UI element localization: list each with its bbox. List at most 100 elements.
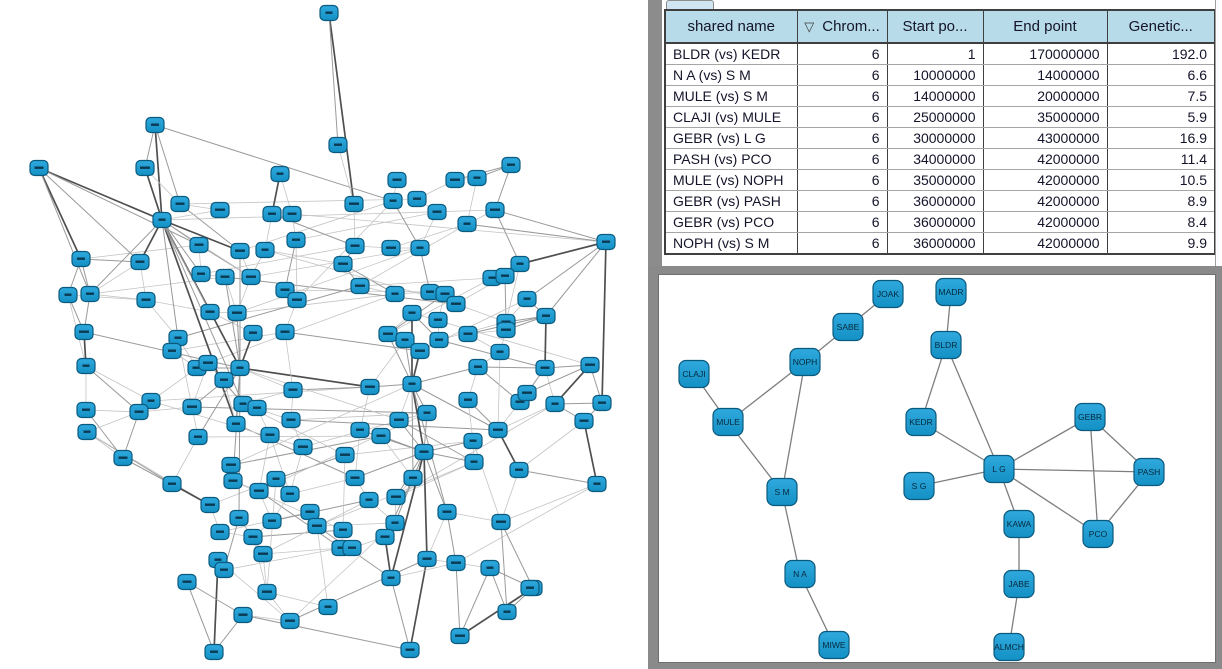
network-edge[interactable] bbox=[191, 406, 428, 414]
table-cell-genetic[interactable]: 6.6 bbox=[1106, 64, 1215, 86]
network-edge[interactable] bbox=[224, 276, 241, 369]
network-edge[interactable] bbox=[390, 577, 411, 651]
network-edge[interactable] bbox=[252, 536, 268, 593]
table-cell-chrom[interactable]: 6 bbox=[796, 64, 887, 86]
table-cell-name[interactable]: MULE (vs) NOPH bbox=[665, 169, 797, 191]
table-cell-start[interactable]: 35000000 bbox=[886, 169, 983, 191]
network-edge[interactable] bbox=[494, 209, 607, 243]
network-edge[interactable] bbox=[781, 361, 806, 493]
table-cell-name[interactable]: GEBR (vs) PCO bbox=[665, 211, 797, 233]
network-edge[interactable] bbox=[494, 209, 521, 265]
network-edge[interactable] bbox=[161, 219, 237, 425]
column-header-start-position[interactable]: Start po... bbox=[886, 10, 983, 44]
network-edge[interactable] bbox=[500, 469, 520, 523]
network-edge[interactable] bbox=[526, 364, 591, 394]
node-ALMCH[interactable] bbox=[993, 632, 1025, 662]
table-cell-name[interactable]: GEBR (vs) PASH bbox=[665, 190, 797, 212]
node-PCO[interactable] bbox=[1082, 519, 1114, 549]
table-cell-end[interactable]: 14000000 bbox=[982, 64, 1107, 86]
network-edge[interactable] bbox=[466, 223, 607, 243]
network-edge[interactable] bbox=[186, 581, 215, 653]
table-cell-end[interactable]: 42000000 bbox=[982, 211, 1107, 233]
network-edge[interactable] bbox=[354, 451, 425, 479]
table-cell-name[interactable]: PASH (vs) PCO bbox=[665, 148, 797, 170]
network-edge[interactable] bbox=[387, 277, 493, 335]
table-cell-name[interactable]: N A (vs) S M bbox=[665, 64, 797, 86]
network-edge[interactable] bbox=[38, 167, 200, 246]
table-row[interactable]: BLDR (vs) KEDR 6 1 170000000 192.0 bbox=[665, 43, 1215, 65]
node-PASH[interactable] bbox=[1133, 457, 1165, 487]
network-edge[interactable] bbox=[38, 167, 141, 263]
network-edge[interactable] bbox=[387, 333, 413, 385]
network-edge[interactable] bbox=[236, 247, 421, 314]
table-cell-end[interactable]: 42000000 bbox=[982, 148, 1107, 170]
node-MULE[interactable] bbox=[712, 407, 744, 437]
network-view-main[interactable] bbox=[0, 0, 650, 669]
table-cell-end[interactable]: 42000000 bbox=[982, 232, 1107, 254]
network-edge[interactable] bbox=[239, 367, 400, 421]
column-header-end-point[interactable]: End point bbox=[982, 10, 1107, 44]
table-row[interactable]: MULE (vs) S M 6 14000000 20000000 7.5 bbox=[665, 85, 1215, 107]
table-row[interactable]: MULE (vs) NOPH 6 35000000 42000000 10.5 bbox=[665, 169, 1215, 191]
network-edge[interactable] bbox=[337, 144, 355, 205]
network-edge[interactable] bbox=[295, 239, 298, 301]
network-edge[interactable] bbox=[545, 241, 607, 317]
table-cell-genetic[interactable]: 7.5 bbox=[1106, 85, 1215, 107]
network-edge[interactable] bbox=[161, 219, 211, 313]
table-cell-start[interactable]: 10000000 bbox=[886, 64, 983, 86]
network-edge[interactable] bbox=[186, 581, 244, 616]
network-edge[interactable] bbox=[179, 203, 241, 252]
network-edge[interactable] bbox=[998, 468, 1150, 473]
table-cell-name[interactable]: BLDR (vs) KEDR bbox=[665, 43, 797, 65]
table-cell-start[interactable]: 1 bbox=[886, 43, 983, 65]
node-KEDR[interactable] bbox=[905, 407, 937, 437]
network-edge[interactable] bbox=[258, 490, 342, 549]
table-row[interactable]: PASH (vs) PCO 6 34000000 42000000 11.4 bbox=[665, 148, 1215, 170]
table-cell-start[interactable]: 30000000 bbox=[886, 127, 983, 149]
node-JOAK[interactable] bbox=[872, 279, 904, 309]
network-edge[interactable] bbox=[266, 478, 277, 593]
network-edge[interactable] bbox=[230, 383, 413, 466]
node-L-G[interactable] bbox=[983, 454, 1015, 484]
table-row[interactable]: GEBR (vs) PASH 6 36000000 42000000 8.9 bbox=[665, 190, 1215, 212]
network-edge[interactable] bbox=[411, 383, 414, 479]
network-edge[interactable] bbox=[262, 547, 342, 555]
network-edge[interactable] bbox=[252, 529, 344, 538]
network-edge[interactable] bbox=[455, 562, 461, 637]
network-edge[interactable] bbox=[423, 451, 448, 513]
network-edge[interactable] bbox=[85, 409, 124, 459]
table-cell-end[interactable]: 43000000 bbox=[982, 127, 1107, 149]
network-edge[interactable] bbox=[289, 477, 356, 495]
table-cell-end[interactable]: 170000000 bbox=[982, 43, 1107, 65]
filter-icon[interactable]: ▽ bbox=[804, 19, 815, 34]
table-cell-start[interactable]: 36000000 bbox=[886, 190, 983, 212]
node-BLDR[interactable] bbox=[930, 330, 962, 360]
network-edge[interactable] bbox=[998, 468, 1099, 535]
network-edge[interactable] bbox=[398, 419, 475, 463]
network-edge[interactable] bbox=[328, 12, 355, 205]
network-edge[interactable] bbox=[89, 219, 163, 295]
network-edge[interactable] bbox=[583, 420, 598, 485]
panel-tab-fragment[interactable] bbox=[666, 0, 714, 9]
network-edge[interactable] bbox=[38, 167, 82, 260]
network-edge[interactable] bbox=[411, 383, 499, 431]
table-cell-chrom[interactable]: 6 bbox=[796, 190, 887, 212]
network-edge[interactable] bbox=[409, 558, 428, 651]
network-edge[interactable] bbox=[284, 331, 294, 391]
network-edge[interactable] bbox=[236, 312, 241, 369]
table-cell-genetic[interactable]: 8.9 bbox=[1106, 190, 1215, 212]
table-cell-start[interactable]: 36000000 bbox=[886, 232, 983, 254]
network-edge[interactable] bbox=[601, 241, 607, 404]
network-edge[interactable] bbox=[394, 451, 425, 524]
network-edge[interactable] bbox=[497, 351, 501, 431]
network-edge[interactable] bbox=[459, 567, 491, 637]
table-cell-genetic[interactable]: 10.5 bbox=[1106, 169, 1215, 191]
network-edge[interactable] bbox=[411, 366, 479, 385]
network-edge[interactable] bbox=[455, 483, 598, 564]
table-cell-end[interactable]: 42000000 bbox=[982, 190, 1107, 212]
table-cell-name[interactable]: NOPH (vs) S M bbox=[665, 232, 797, 254]
network-edge[interactable] bbox=[161, 209, 221, 221]
table-cell-chrom[interactable]: 6 bbox=[796, 169, 887, 191]
table-cell-chrom[interactable]: 6 bbox=[796, 232, 887, 254]
